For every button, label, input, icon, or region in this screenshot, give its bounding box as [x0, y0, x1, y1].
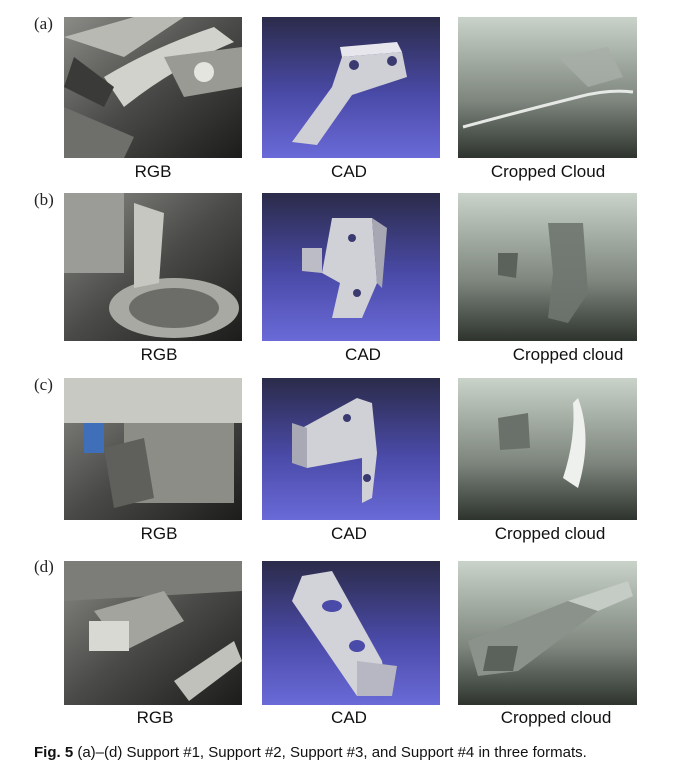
caption-cad-c: CAD: [331, 524, 367, 543]
caption-cad-d: CAD: [331, 708, 367, 727]
caption-rgb-a: RGB: [134, 162, 172, 181]
caption-rgb-d: RGB: [136, 708, 174, 727]
caption-cloud-a: Cropped Cloud: [490, 162, 606, 181]
rgb-photo-support-4: [64, 561, 242, 705]
caption-cloud-d: Cropped cloud: [500, 708, 612, 727]
figure-label: Fig. 5: [34, 744, 74, 761]
figure-caption: Fig. 5 (a)–(d) Support #1, Support #2, S…: [34, 744, 587, 761]
cloud-render-support-3: [458, 378, 637, 520]
rgb-photo-support-3: [64, 378, 242, 520]
cad-render-support-1: [262, 17, 440, 158]
cloud-render-support-1: [458, 17, 637, 158]
row-label-a: (a): [34, 14, 53, 33]
figure-caption-text: (a)–(d) Support #1, Support #2, Support …: [77, 744, 587, 761]
cloud-render-support-2: [458, 193, 637, 341]
row-label-c: (c): [34, 375, 53, 394]
caption-cad-a: CAD: [331, 162, 367, 181]
cad-render-support-3: [262, 378, 440, 520]
caption-cad-b: CAD: [345, 345, 381, 364]
rgb-photo-support-1: [64, 17, 242, 158]
cloud-render-support-4: [458, 561, 637, 705]
rgb-photo-support-2: [64, 193, 242, 341]
cad-render-support-2: [262, 193, 440, 341]
row-label-d: (d): [34, 557, 54, 576]
caption-cloud-c: Cropped cloud: [494, 524, 606, 543]
cad-render-support-4: [262, 561, 440, 705]
caption-rgb-b: RGB: [140, 345, 178, 364]
row-label-b: (b): [34, 190, 54, 209]
caption-cloud-b: Cropped cloud: [512, 345, 624, 364]
caption-rgb-c: RGB: [140, 524, 178, 543]
